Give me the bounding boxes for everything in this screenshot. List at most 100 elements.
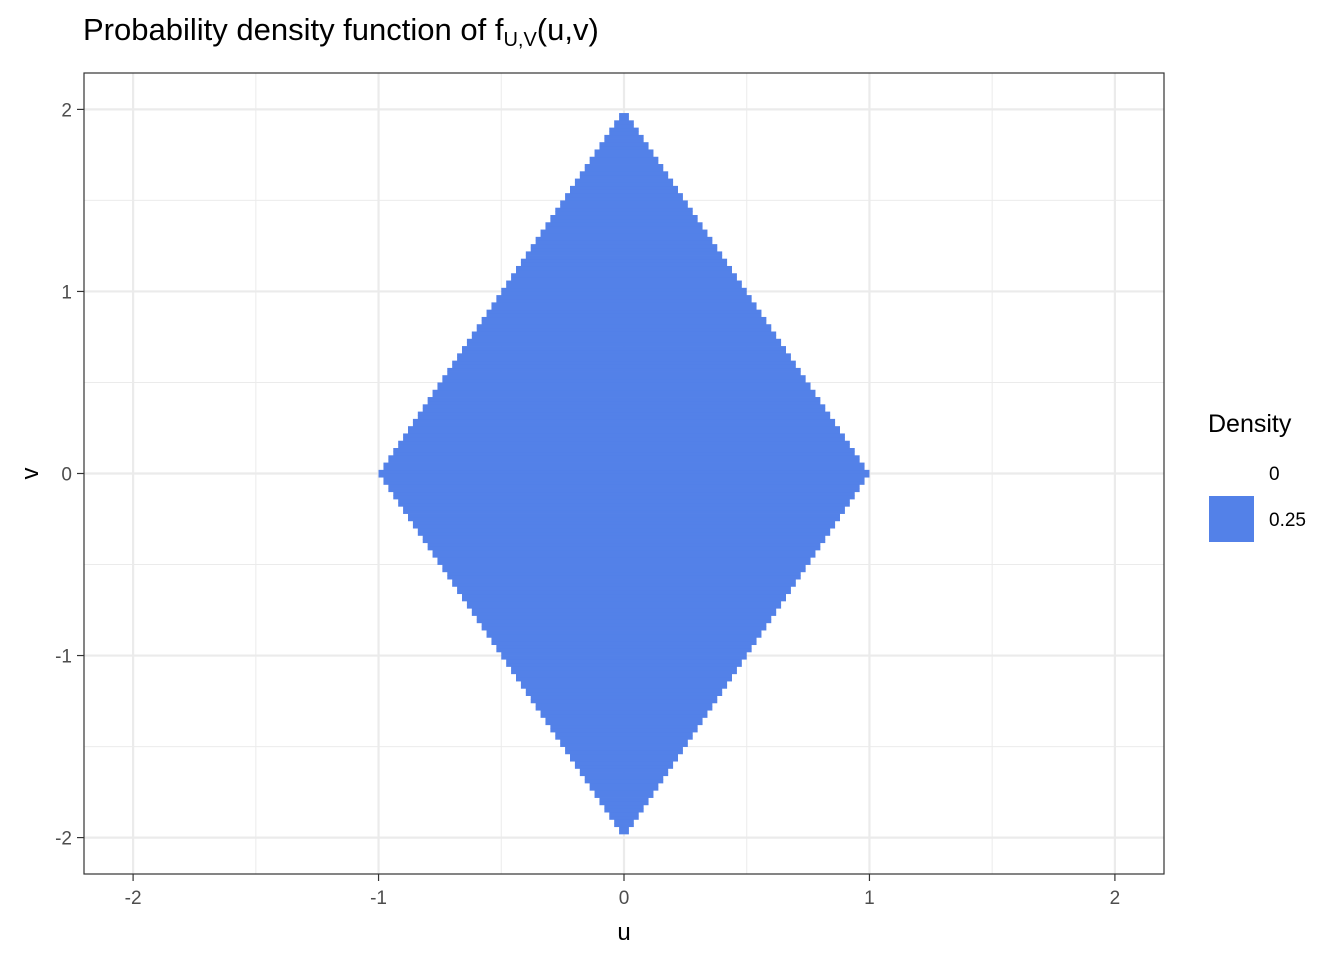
density-cell-row (447, 575, 801, 580)
density-cell-row (565, 196, 683, 201)
legend-key (1209, 496, 1254, 542)
density-cell-row (604, 804, 644, 809)
density-cell-row (530, 699, 718, 704)
density-cell-row (462, 346, 786, 351)
density-cell-row (506, 659, 742, 664)
density-cell-row (520, 258, 728, 263)
density-cell-row (599, 145, 649, 150)
density-cell-row (609, 131, 639, 136)
legend-label: 0 (1269, 464, 1280, 485)
x-tick-label: -1 (370, 888, 387, 909)
density-cell-row (540, 229, 708, 234)
density-cell-row (457, 353, 791, 358)
density-cell-row (574, 178, 674, 183)
density-cell-row (403, 433, 845, 438)
density-cell-row (525, 691, 723, 696)
chart-title-suffix: (u,v) (536, 12, 599, 47)
density-cell-row (437, 560, 811, 565)
density-cell-row (383, 462, 865, 467)
density-cell-row (393, 495, 855, 500)
density-cell-row (491, 637, 757, 642)
density-cell-row (520, 684, 728, 689)
density-cell-row (511, 666, 737, 671)
legend-entries: 00.25 (1209, 450, 1306, 542)
legend-label: 0.25 (1269, 510, 1306, 531)
density-cell-row (579, 768, 669, 773)
density-cell-row (579, 171, 669, 176)
density-cell-row (452, 364, 796, 369)
density-cell-row (412, 418, 836, 423)
density-cell-row (486, 630, 762, 635)
density-cell-row (422, 539, 826, 544)
density-cell-row (609, 812, 639, 817)
density-cell-row (496, 295, 752, 300)
density-cell-row (398, 444, 850, 449)
density-cell-row (393, 491, 855, 496)
density-cell-row (432, 389, 816, 394)
density-cell-row (457, 356, 791, 362)
density-cell-row (417, 415, 831, 420)
density-cell-row (388, 488, 860, 493)
density-cell-row (476, 619, 772, 624)
density-cell-row (408, 513, 840, 518)
density-cell-row (466, 342, 782, 347)
density-cell-row (437, 386, 811, 391)
density-cell-row (511, 276, 737, 281)
density-cell-row (574, 182, 674, 187)
density-cell-row (555, 735, 693, 740)
density-cell-row (412, 422, 836, 427)
density-cell-row (520, 262, 728, 267)
density-cell-row (471, 608, 777, 613)
density-cell-row (520, 681, 728, 686)
density-cell-row (462, 593, 786, 598)
density-cell-row (614, 819, 634, 824)
legend-key (1209, 450, 1254, 496)
y-tick-label: 1 (61, 282, 72, 303)
x-axis: -2 -1 0 1 2 (125, 874, 1120, 909)
density-cell-row (481, 626, 767, 631)
density-cell-row (486, 633, 762, 638)
density-cell-row (570, 757, 678, 762)
density-cell-row (403, 437, 845, 442)
density-cell-row (594, 153, 654, 158)
density-cell-row (589, 786, 659, 791)
density-cell-row (383, 466, 865, 471)
density-cell-row (452, 360, 796, 365)
density-cell-row (447, 367, 801, 372)
density-cell-row (584, 164, 664, 169)
density-cell-row (511, 273, 737, 278)
density-cell-row (398, 498, 850, 504)
density-cell-row (555, 207, 693, 212)
x-tick-label: 1 (864, 888, 875, 909)
density-cell-row (574, 761, 674, 766)
density-cell-row (383, 480, 865, 485)
density-cell-row (604, 134, 644, 139)
density-cell-row (393, 448, 855, 453)
y-tick-label: 0 (61, 465, 72, 486)
density-cell-row (476, 324, 772, 329)
density-cell-row (408, 429, 840, 434)
density-cell-row (442, 378, 806, 383)
chart-title-subscript: U,V (503, 29, 537, 51)
density-cell-row (427, 400, 821, 405)
density-cell-row (555, 732, 693, 737)
density-cell-row (545, 225, 703, 230)
density-cell-row (442, 568, 806, 573)
density-cell-row (599, 142, 649, 147)
density-cell-row (432, 393, 816, 398)
density-cell-row (584, 775, 664, 780)
density-cell-row (614, 823, 634, 828)
density-cell-row (540, 233, 708, 238)
density-cell-row (570, 185, 678, 190)
density-cell-row (589, 782, 659, 788)
density-cell-row (408, 517, 840, 522)
density-cell-row (491, 302, 757, 307)
density-cell-row (422, 535, 826, 540)
x-tick-label: 0 (619, 888, 630, 909)
density-cell-row (476, 327, 772, 332)
density-cell-row (422, 404, 826, 409)
density-cell-row (619, 826, 629, 831)
density-cell-row (584, 779, 664, 784)
density-cell-row (486, 309, 762, 314)
density-cell-row (594, 793, 654, 798)
